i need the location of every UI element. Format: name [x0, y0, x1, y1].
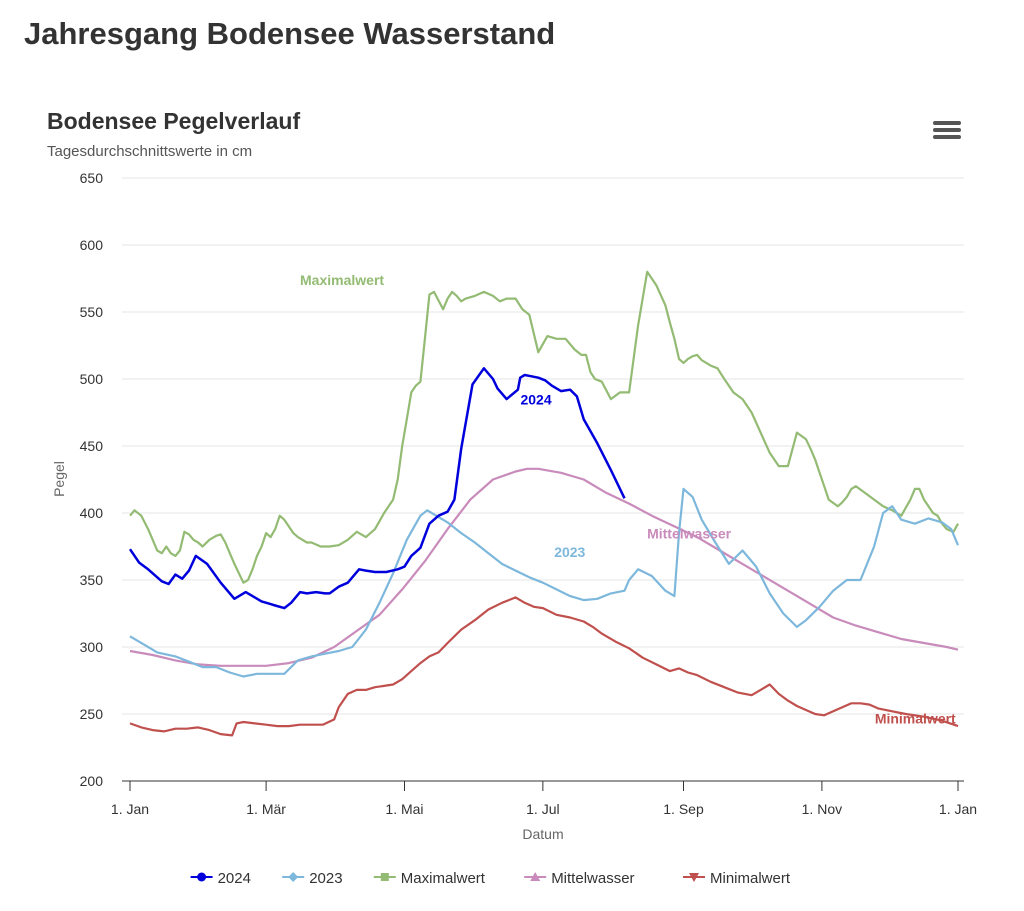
series-line-mittelwasser — [129, 467, 959, 667]
legend-item-maximalwert[interactable]: Maximalwert — [373, 870, 486, 887]
series-lines — [128, 270, 960, 737]
y-tick-label: 500 — [80, 371, 104, 387]
series-label-2023: 2023 — [554, 544, 585, 560]
legend-marker-triangle-icon — [530, 872, 541, 881]
y-tick-label: 600 — [80, 237, 104, 253]
y-tick-label: 400 — [80, 505, 104, 521]
y-tick-label: 300 — [80, 639, 104, 655]
legend-marker-diamond-icon — [288, 872, 299, 882]
x-tick-label: 1. Jan — [939, 801, 977, 817]
x-tick-label: 1. Mai — [385, 801, 423, 817]
hamburger-menu-icon[interactable] — [933, 118, 961, 142]
legend-item-2024[interactable]: 2024 — [190, 870, 251, 887]
legend-label: Minimalwert — [710, 870, 791, 887]
legend-marker-square-icon — [380, 873, 389, 881]
chart-subtitle: Tagesdurchschnittswerte in cm — [47, 143, 253, 160]
legend-label: 2024 — [218, 870, 251, 887]
series-line-2023 — [129, 487, 960, 678]
y-tick-label: 550 — [80, 304, 104, 320]
legend-label: Mittelwasser — [551, 870, 634, 887]
grid-lines — [122, 177, 964, 782]
legend-item-minimalwert[interactable]: Minimalwert — [683, 870, 791, 887]
x-tick-label: 1. Jan — [111, 801, 149, 817]
legend-item-mittelwasser[interactable]: Mittelwasser — [524, 870, 635, 887]
series-label-minimalwert: Minimalwert — [875, 710, 956, 726]
legend-label: Maximalwert — [401, 870, 486, 887]
axes: 200 250 300 350 400 450 500 550 600 650 1. Jan 1. M… — [80, 170, 977, 817]
legend-label: 2023 — [309, 870, 342, 887]
x-tick-label: 1. Sep — [663, 801, 704, 817]
y-tick-label: 650 — [80, 170, 104, 186]
page-title: Jahresgang Bodensee Wasserstand — [24, 16, 556, 51]
series-label-maximalwert: Maximalwert — [300, 272, 384, 288]
series-label-mittelwasser: Mittelwasser — [647, 525, 732, 541]
series-labels: 2024 2023 Maximalwert Mittelwasser Minimalwe… — [300, 272, 956, 726]
legend-item-2023[interactable]: 2023 — [282, 870, 343, 887]
legend-marker-circle-icon — [197, 872, 207, 882]
x-tick-label: 1. Mär — [246, 801, 286, 817]
legend: 2024 2023 Maximalwert Mittelwasser Minimalwe… — [190, 870, 791, 887]
y-tick-label: 250 — [80, 706, 104, 722]
series-line-minimalwert — [129, 596, 959, 737]
legend-marker-triangle-down-icon — [689, 873, 699, 882]
y-tick-label: 350 — [80, 572, 104, 588]
series-label-2024: 2024 — [520, 391, 551, 407]
y-tick-label: 200 — [80, 773, 104, 789]
series-line-maximalwert — [129, 270, 959, 584]
x-tick-label: 1. Jul — [526, 801, 559, 817]
y-axis-title: Pegel — [51, 461, 67, 497]
chart-title: Bodensee Pegelverlauf — [47, 108, 301, 134]
x-axis-title: Datum — [522, 826, 563, 842]
y-tick-label: 450 — [80, 438, 104, 454]
series-line-2024 — [128, 367, 626, 610]
x-tick-label: 1. Nov — [802, 801, 842, 817]
